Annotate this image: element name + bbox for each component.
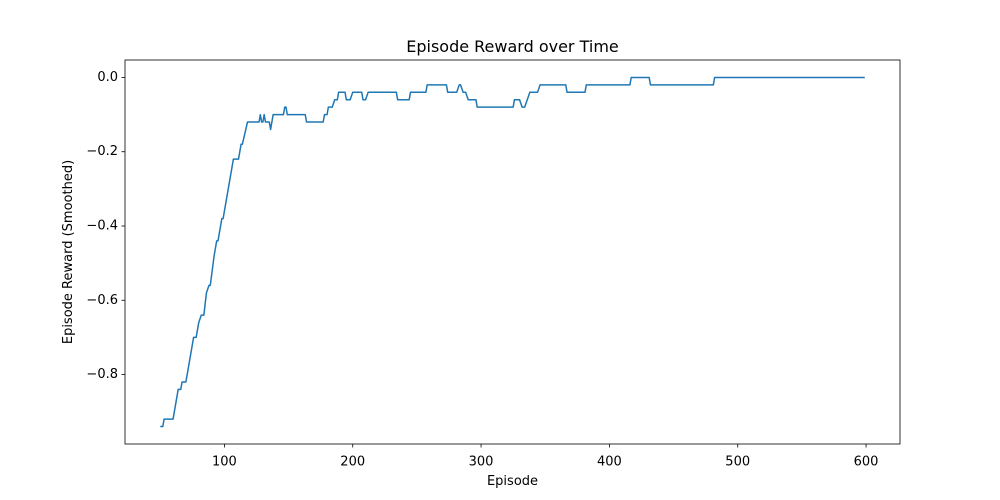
y-axis-label: Episode Reward (Smoothed): [61, 160, 76, 344]
y-tick-label: −0.2: [86, 144, 118, 159]
x-tick-label: 500: [725, 455, 750, 470]
y-tick-label: −0.4: [86, 219, 118, 234]
x-tick-label: 400: [597, 455, 622, 470]
y-tick-label: 0.0: [97, 70, 118, 85]
y-tick-label: −0.6: [86, 293, 118, 308]
x-tick-label: 100: [212, 455, 237, 470]
x-tick-label: 300: [469, 455, 494, 470]
x-axis-label: Episode: [487, 474, 538, 489]
data-line: [160, 76, 865, 428]
x-tick-label: 600: [854, 455, 879, 470]
plot-frame: [124, 59, 901, 445]
x-tick-label: 200: [340, 455, 365, 470]
y-tick-label: −0.8: [86, 367, 118, 382]
chart-title: Episode Reward over Time: [406, 37, 619, 56]
